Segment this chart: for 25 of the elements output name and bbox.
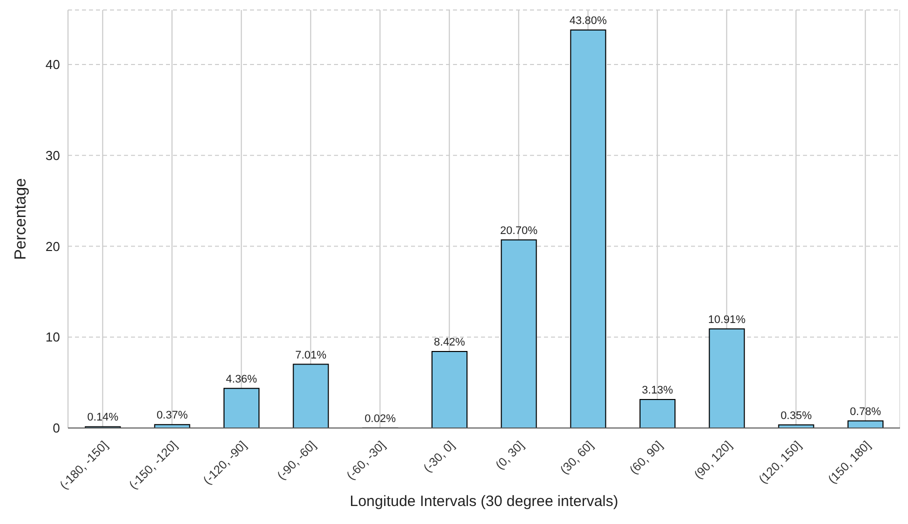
- data-label: 0.37%: [156, 410, 188, 422]
- data-label: 7.01%: [295, 349, 327, 362]
- y-tick-label: 10: [46, 330, 60, 345]
- x-tick-label: (30, 60]: [557, 438, 596, 477]
- x-axis-title: Longitude Intervals (30 degree intervals): [350, 493, 618, 510]
- data-label: 3.13%: [642, 384, 674, 397]
- data-label: 10.91%: [708, 314, 746, 326]
- data-label: 4.36%: [226, 373, 258, 386]
- data-label: 20.70%: [500, 224, 538, 237]
- x-tick-label: (0, 30]: [492, 438, 527, 472]
- y-tick-label: 0: [52, 420, 60, 436]
- y-tick-label: 20: [46, 238, 60, 254]
- data-label: 0.14%: [87, 412, 119, 424]
- x-tick-label: (60, 90]: [626, 438, 666, 477]
- y-tick-label: 40: [46, 57, 60, 72]
- data-label: 0.35%: [780, 410, 812, 422]
- data-label: 0.02%: [364, 412, 396, 425]
- data-label: 0.78%: [850, 406, 882, 418]
- x-tick-label: (-30, 0]: [420, 438, 458, 475]
- x-tick-label: (-60, -30]: [344, 438, 388, 482]
- data-label: 43.80%: [570, 14, 608, 27]
- y-tick-label: 30: [46, 148, 60, 164]
- data-label: 8.42%: [434, 336, 466, 348]
- x-tick-label: (-90, -60]: [274, 438, 319, 482]
- y-axis-title: Percentage: [12, 178, 30, 260]
